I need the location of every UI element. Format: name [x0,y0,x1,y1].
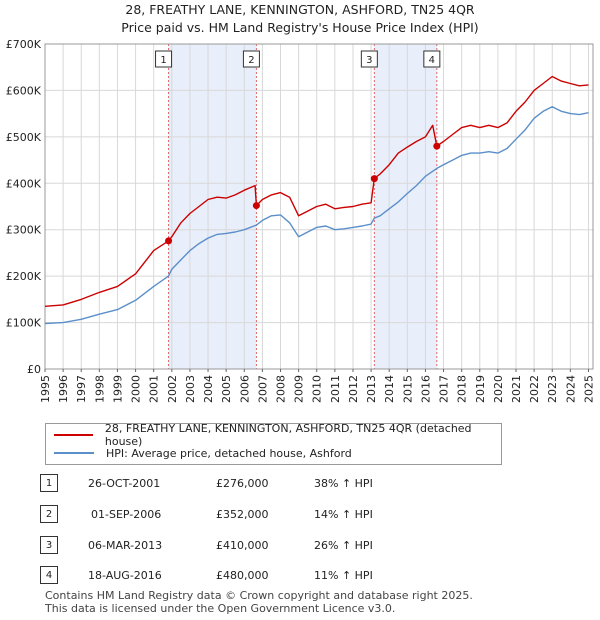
x-tick-label: 2003 [184,375,197,403]
y-tick-label: £500K [6,131,42,144]
x-tick-label: 1996 [57,375,70,403]
sale-label-box [155,50,173,68]
x-tick-label: 2000 [130,375,143,403]
sale-price: £480,000 [216,569,269,582]
x-tick-label: 2001 [148,375,161,403]
legend: 28, FREATHY LANE, KENNINGTON, ASHFORD, T… [45,422,502,465]
shaded-period [374,44,437,369]
y-tick-label: £300K [6,224,42,237]
x-tick-label: 1995 [39,375,52,403]
sale-row: 1 26-OCT-2001 £276,000 38% ↑ HPI [40,474,480,494]
sale-price: £352,000 [216,508,269,521]
x-tick-label: 2022 [528,375,541,403]
legend-item-house: 28, FREATHY LANE, KENNINGTON, ASHFORD, T… [54,422,501,448]
x-tick-label: 2013 [365,375,378,403]
footer-copyright: Contains HM Land Registry data © Crown c… [45,589,473,602]
plot-border [44,43,594,370]
series-line [44,106,589,325]
sale-hpi: 26% ↑ HPI [314,539,373,552]
x-tick-label: 2005 [220,375,233,403]
x-tick-label: 1998 [93,375,106,403]
y-tick-label: £100K [6,317,42,330]
sale-price: £276,000 [216,477,269,490]
sale-hpi: 11% ↑ HPI [314,569,373,582]
x-tick-label: 2002 [166,375,179,403]
sale-label: 2 [248,55,254,66]
x-tick-label: 1999 [111,375,124,403]
sale-number: 4 [40,566,58,584]
sale-point [433,142,441,150]
series-line [44,75,589,307]
footer: Contains HM Land Registry data © Crown c… [45,589,473,615]
x-tick-label: 2007 [256,375,269,403]
legend-swatch-hpi [54,452,94,454]
sale-date: 06-MAR-2013 [88,539,163,552]
x-tick-label: 2011 [329,375,342,403]
sale-label-box [360,50,378,68]
chart-subtitle: Price paid vs. HM Land Registry's House … [121,20,479,35]
shaded-period [168,44,257,369]
x-tick-label: 1997 [75,375,88,403]
sale-number: 2 [40,505,58,523]
sale-price: £410,000 [216,539,269,552]
y-tick-label: £700K [6,38,42,51]
x-tick-label: 2023 [546,375,559,403]
x-tick-label: 2024 [564,375,577,403]
x-tick-label: 2009 [293,375,306,403]
y-tick-label: £600K [6,84,42,97]
x-tick-label: 2018 [456,375,469,403]
x-tick-label: 2025 [582,375,595,403]
price-chart: 1 2 3 4 £0 £100K £200K £300K £400K £500K £600K £700… [6,38,596,403]
legend-item-hpi: HPI: Average price, detached house, Ashf… [54,444,352,462]
x-tick-label: 2014 [383,375,396,403]
sale-label: 4 [429,55,435,66]
sale-point [252,202,260,210]
sale-hpi: 14% ↑ HPI [314,508,373,521]
x-tick-label: 2006 [238,375,251,403]
sale-date: 26-OCT-2001 [88,477,161,490]
x-tick-label: 2004 [202,375,215,403]
sale-date: 18-AUG-2016 [88,569,162,582]
x-tick-label: 2008 [275,375,288,403]
sale-hpi: 38% ↑ HPI [314,477,373,490]
sale-label: 1 [160,55,166,66]
sale-point [165,237,173,245]
x-tick-label: 2012 [347,375,360,403]
sale-label: 3 [366,55,372,66]
x-tick-label: 2016 [419,375,432,403]
footer-licence: This data is licensed under the Open Gov… [45,602,396,615]
x-tick-label: 2020 [492,375,505,403]
chart-title: 28, FREATHY LANE, KENNINGTON, ASHFORD, T… [125,2,475,17]
x-tick-label: 2021 [510,375,523,403]
sale-row: 2 01-SEP-2006 £352,000 14% ↑ HPI [40,505,480,525]
y-tick-label: £200K [6,270,42,283]
x-tick-label: 2017 [438,375,451,403]
sale-number: 1 [40,474,58,492]
legend-label-house: 28, FREATHY LANE, KENNINGTON, ASHFORD, T… [104,422,472,448]
sale-date: 01-SEP-2006 [91,508,162,521]
x-tick-label: 2015 [401,375,414,403]
y-tick-label: £0 [27,363,41,376]
y-tick-label: £400K [6,177,42,190]
legend-swatch-house [54,434,93,436]
x-tick-label: 2010 [311,375,324,403]
sale-row: 4 18-AUG-2016 £480,000 11% ↑ HPI [40,566,480,586]
sale-label-box [423,50,441,68]
x-tick-label: 2019 [474,375,487,403]
sale-label-box [242,50,260,68]
legend-label-hpi: HPI: Average price, detached house, Ashf… [106,446,352,460]
sale-row: 3 06-MAR-2013 £410,000 26% ↑ HPI [40,536,480,556]
sale-number: 3 [40,536,58,554]
sale-point [370,175,378,183]
